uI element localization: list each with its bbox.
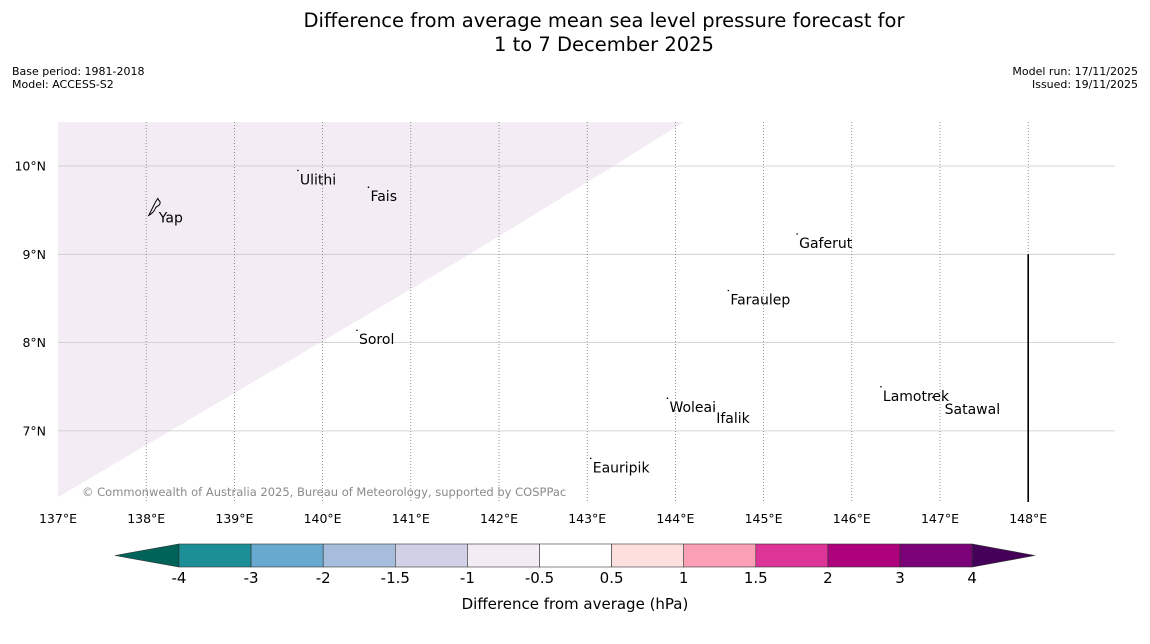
place-sorol: Sorol [356,329,394,348]
colorbar-tick-label: 4 [967,569,977,587]
island-dot [932,396,934,399]
map-title-line1: Difference from average mean sea level p… [303,9,905,32]
colorbar-segment [322,543,396,568]
colorbar-segment [467,543,540,568]
longitude-tick-label: 142°E [480,511,518,526]
island-dot [880,385,882,388]
shaded-region [58,122,684,498]
colorbar-tick-label: 0.5 [600,569,624,587]
colorbar-segment [827,543,901,568]
shaded-region-layer [58,122,684,498]
place-label: Faraulep [730,293,790,309]
place-label: Lamotrek [883,389,950,405]
map-title: Difference from average mean sea level p… [0,9,1150,57]
colorbar-segment [755,543,829,568]
colorbar-tick-label: 1.5 [744,569,768,587]
colorbar-segment [539,543,612,568]
longitude-tick-label: 146°E [833,511,871,526]
place-label: Yap [158,210,183,226]
place-label: Woleai [669,400,716,416]
longitude-tick-label: 143°E [568,511,606,526]
longitude-tick-label: 144°E [656,511,694,526]
place-faraulep: Faraulep [727,289,790,309]
island-dot [796,233,798,235]
place-eauripik: Eauripik [589,457,651,476]
longitude-tick-label: 148°E [1009,511,1047,526]
colorbar-tick-label: -0.5 [525,569,554,587]
colorbar-tick-label: -4 [172,569,187,587]
meta-left: Base period: 1981-2018 Model: ACCESS-S2 [12,65,144,91]
colorbar-tick-label: 3 [895,569,905,587]
yap-island-shape [147,197,161,217]
colorbar-tick-label: -1.5 [381,569,410,587]
latitude-tick-label: 10°N [14,159,46,174]
latitude-tick-label: 7°N [22,423,46,438]
place-label: Gaferut [799,236,853,252]
island-dot [713,408,716,410]
place-label: Eauripik [593,460,651,476]
island-dot [727,289,730,292]
colorbar-over-extension [971,543,1036,568]
colorbar-tick-label: 1 [679,569,689,587]
place-ifalik: Ifalik [713,408,751,427]
place-yap: Yap [158,210,183,226]
longitude-tick-label: 147°E [921,511,959,526]
copyright-text: © Commonwealth of Australia 2025, Bureau… [82,485,566,499]
place-label: Ulithi [300,172,336,188]
longitude-tick-label: 140°E [304,511,342,526]
colorbar-tick-label: 2 [823,569,833,587]
latitude-tick-label: 8°N [22,335,46,350]
map-title-line2: 1 to 7 December 2025 [494,33,714,56]
colorbar-tick-label: -3 [244,569,259,587]
place-label: Ifalik [716,411,750,427]
place-label: Sorol [359,332,394,348]
longitude-tick-label: 137°E [39,511,77,526]
model-run-text: Model run: 17/11/2025 [1012,65,1138,78]
colorbar-tick-label: -2 [316,569,331,587]
longitude-tick-label: 145°E [745,511,783,526]
island-dot [941,399,944,401]
meta-right: Model run: 17/11/2025 Issued: 19/11/2025 [1012,65,1138,91]
colorbar-segment [394,543,468,568]
gridlines-layer [58,122,1115,502]
map-features-layer [147,197,1029,502]
colorbar-segment [611,543,684,568]
place-gaferut: Gaferut [796,233,853,252]
place-ulithi: Ulithi [297,169,336,188]
island-dot [297,169,299,172]
place-labels-layer: Yap Ulithi Fais Gaferut Faraulep Sorol WoleaiI… [158,169,1000,476]
colorbar-under-extension [114,543,180,568]
place-fais: Fais [367,186,397,205]
island-dot [666,397,669,400]
longitude-tick-label: 138°E [127,511,165,526]
colorbar-segment [899,543,973,568]
place-label: Fais [370,189,397,205]
longitude-tick-label: 141°E [392,511,430,526]
island-dot [356,329,358,332]
place-lamotrek: Lamotrek [880,385,950,405]
colorbar-segment [683,543,757,568]
place-label: Satawal [945,402,1000,418]
colorbar: -4 -3 -2 -1.5 -1 -0.5 0.5 1 1.5 2 3 4 [114,543,1036,587]
issued-text: Issued: 19/11/2025 [1031,78,1138,91]
island-dot [367,186,370,188]
axis-ticks-layer: 7°N 8°N 9°N 10°N 137°E 138°E 139°E 140°E 141°E 14… [14,159,1047,527]
place-satawal: Satawal [941,399,1000,418]
colorbar-tick-label: -1 [460,569,475,587]
longitude-tick-label: 139°E [215,511,253,526]
latitude-tick-label: 9°N [22,247,46,262]
model-text: Model: ACCESS-S2 [12,78,114,91]
island-dot [589,457,592,460]
colorbar-segment [178,543,252,568]
colorbar-title: Difference from average (hPa) [462,595,689,613]
base-period-text: Base period: 1981-2018 [12,65,145,78]
colorbar-segment [250,543,324,568]
place-woleai: Woleai [666,397,716,416]
